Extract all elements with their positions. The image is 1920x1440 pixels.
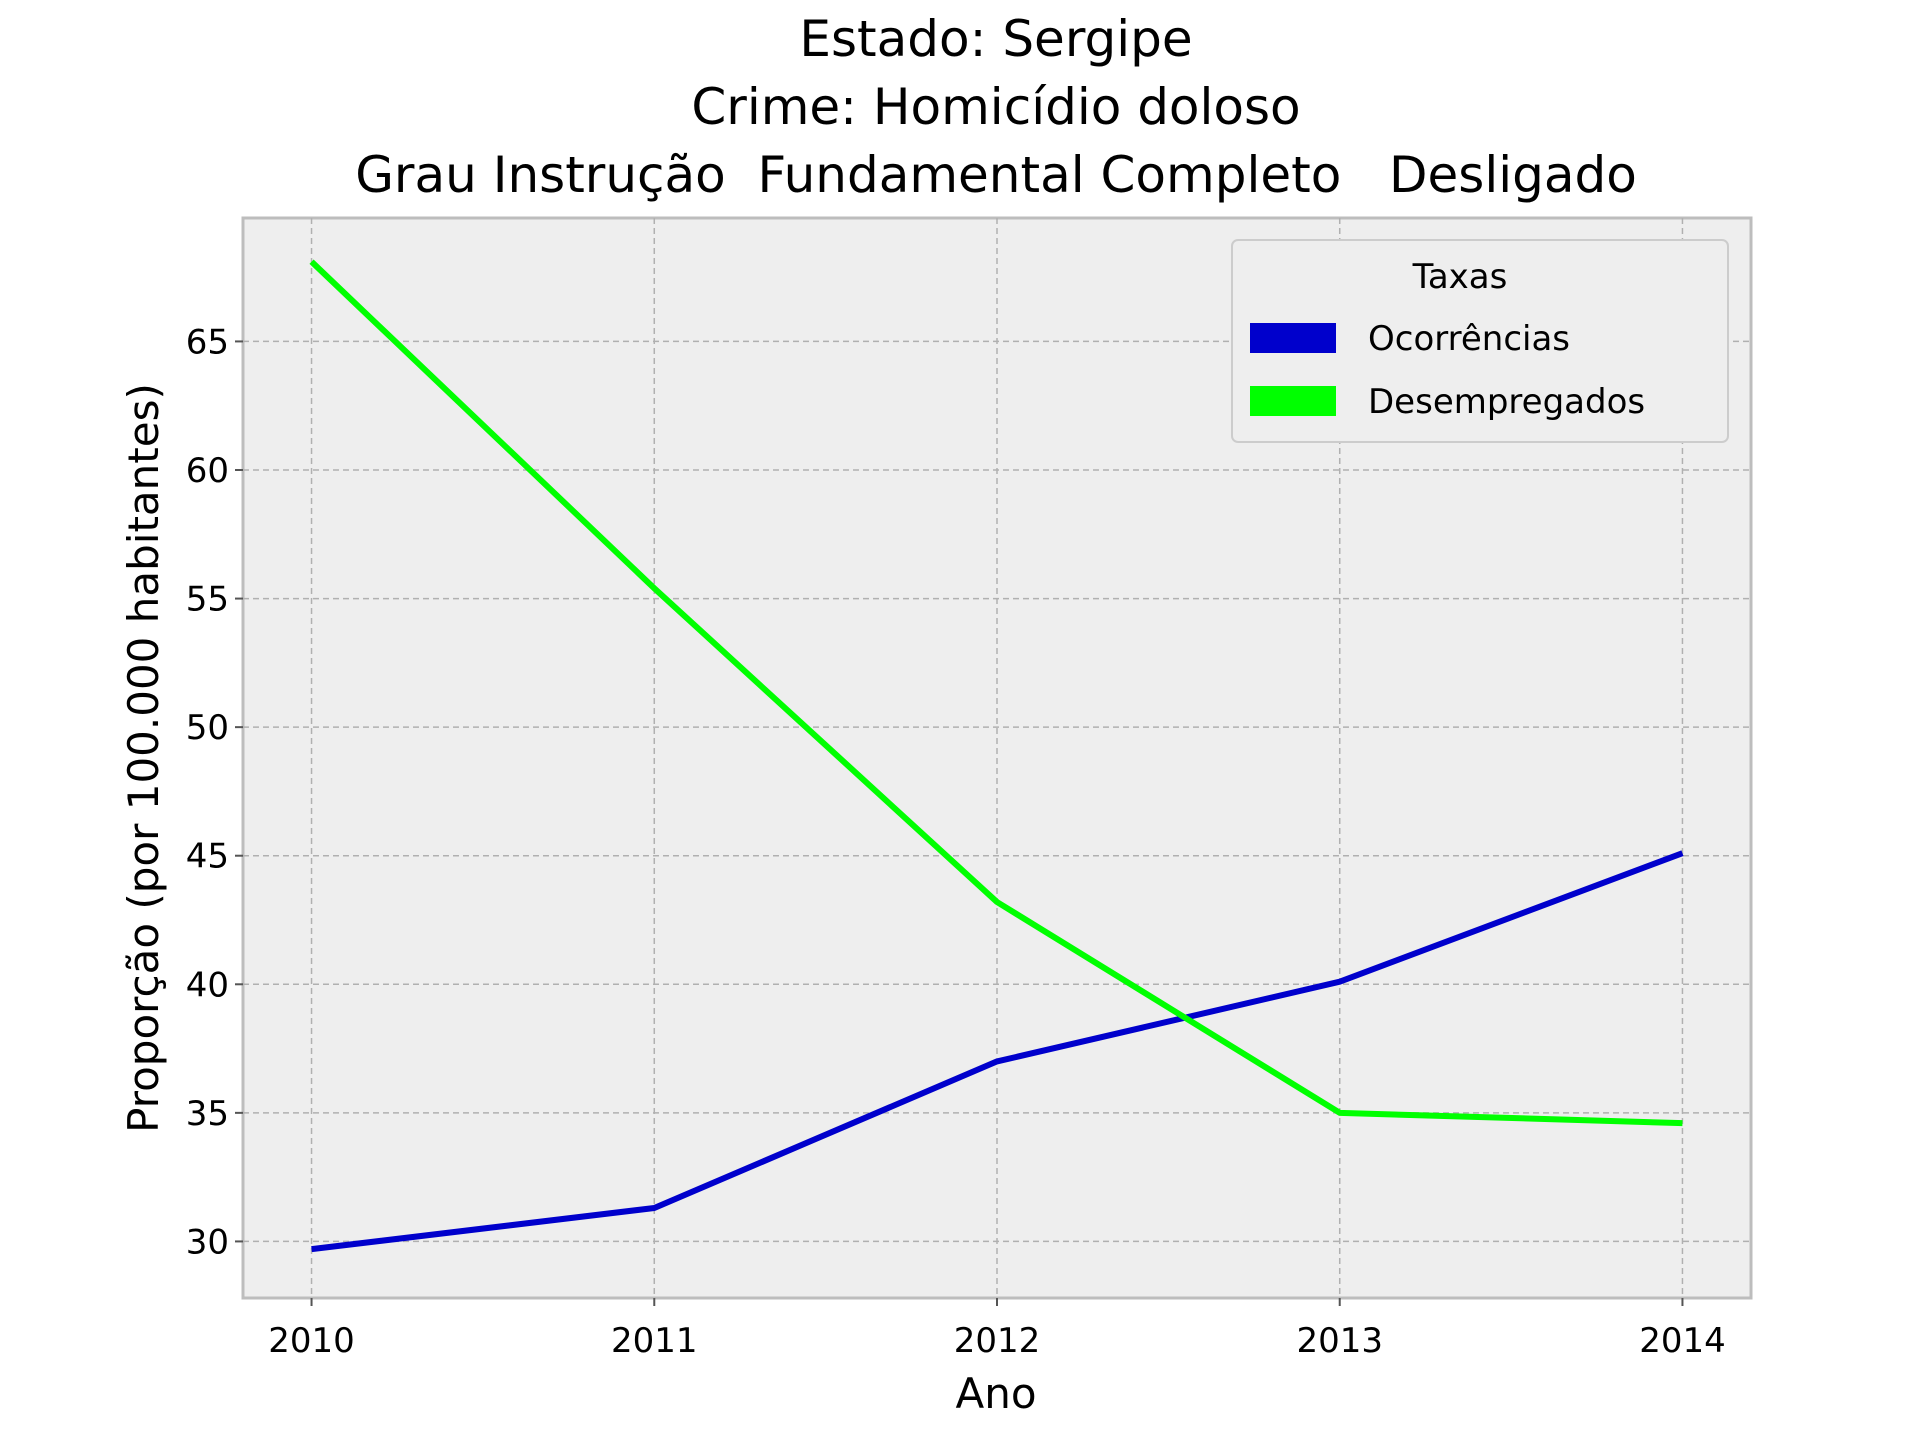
title-line-1: Estado: Sergipe [799, 10, 1192, 68]
y-tick-label-7: 65 [186, 322, 229, 362]
legend: Taxas Ocorrências Desempregados [1231, 239, 1729, 443]
legend-label-ocorrencias: Ocorrências [1368, 319, 1570, 359]
y-tick-label-4: 50 [186, 708, 229, 748]
y-axis-ticks: 30 35 40 45 50 55 60 65 [186, 322, 243, 1262]
y-axis-label: Proporção (por 100.000 habitantes) [119, 383, 168, 1133]
y-tick-label-5: 55 [186, 580, 229, 620]
y-tick-label-1: 35 [186, 1094, 229, 1134]
legend-title: Taxas [1412, 257, 1508, 297]
x-tick-label-1: 2011 [611, 1321, 698, 1361]
legend-swatch-desempregados [1250, 386, 1336, 416]
y-tick-label-2: 40 [186, 965, 229, 1005]
series-lines [309, 259, 1684, 1253]
title-line-3: Grau Instrução Fundamental Completo Desl… [355, 146, 1637, 204]
legend-box [1231, 239, 1729, 443]
x-axis-label: Ano [955, 1369, 1036, 1418]
y-tick-label-0: 30 [186, 1222, 229, 1262]
x-tick-label-3: 2013 [1296, 1321, 1383, 1361]
x-axis-ticks: 2010 2011 2012 2013 2014 [268, 1298, 1726, 1361]
grid-lines [243, 218, 1751, 1298]
y-tick-label-3: 45 [186, 837, 229, 877]
x-tick-label-4: 2014 [1639, 1321, 1726, 1361]
legend-swatch-ocorrencias [1250, 323, 1336, 353]
y-tick-label-6: 60 [186, 451, 229, 491]
chart-title: Estado: Sergipe Crime: Homicídio doloso … [355, 10, 1637, 204]
x-tick-label-0: 2010 [268, 1321, 355, 1361]
title-line-2: Crime: Homicídio doloso [691, 78, 1300, 136]
x-tick-label-2: 2012 [954, 1321, 1041, 1361]
legend-label-desempregados: Desempregados [1368, 382, 1645, 422]
series-line-ocorrencias [311, 850, 1684, 1253]
series-line-desempregados [309, 259, 1683, 1127]
